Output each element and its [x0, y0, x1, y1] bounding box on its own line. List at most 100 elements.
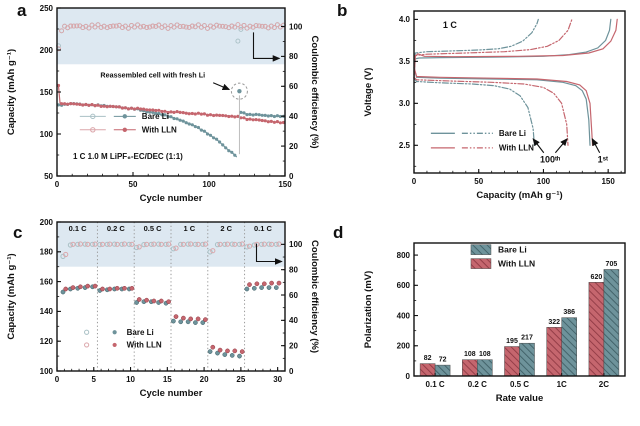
svg-text:20: 20 [289, 142, 298, 151]
svg-text:40: 40 [289, 316, 298, 325]
axes: 0 200 400 600 800 [397, 242, 626, 381]
svg-text:Polarization (mV): Polarization (mV) [363, 271, 374, 349]
svg-text:10: 10 [126, 375, 135, 384]
panel-a-chart: 0 50 100 15050100150200250020406080100Cycle… [6, 4, 320, 204]
svg-text:2.5: 2.5 [399, 141, 411, 150]
svg-text:25: 25 [236, 375, 245, 384]
legend: Bare Li With LLN [470, 244, 535, 269]
svg-text:100: 100 [289, 240, 303, 249]
svg-text:0.2 C: 0.2 C [107, 224, 126, 233]
svg-text:800: 800 [397, 251, 411, 260]
svg-text:3.0: 3.0 [399, 99, 411, 108]
svg-text:200: 200 [397, 342, 411, 351]
axes: 0 5 10 15 20 25 30 100 120 140 160 180 200 0 20 40 60 80 1… [40, 218, 303, 384]
series-with-lln-1st-charge [413, 18, 618, 79]
svg-text:195: 195 [506, 338, 518, 345]
svg-text:620: 620 [591, 274, 603, 281]
svg-text:0.5 C: 0.5 C [510, 380, 529, 389]
svg-text:Bare Li: Bare Li [127, 328, 154, 337]
svg-text:2 C: 2 C [220, 224, 232, 233]
svg-text:15: 15 [163, 375, 172, 384]
svg-text:217: 217 [521, 335, 533, 342]
series-bare-li-1st-discharge [413, 67, 591, 146]
svg-text:160: 160 [40, 277, 54, 286]
svg-text:150: 150 [40, 88, 54, 97]
svg-text:0: 0 [412, 177, 417, 186]
svg-text:1ˢᵗ: 1ˢᵗ [598, 154, 608, 164]
legend: Bare Li With LLN [430, 129, 534, 153]
svg-text:100: 100 [202, 180, 216, 189]
svg-text:50: 50 [44, 172, 53, 181]
svg-text:72: 72 [439, 357, 447, 364]
svg-text:2C: 2C [599, 380, 609, 389]
series-bare-li-100th-charge [413, 18, 539, 72]
svg-text:Capacity (mAh g⁻¹): Capacity (mAh g⁻¹) [6, 253, 17, 339]
svg-text:200: 200 [40, 46, 54, 55]
svg-text:150: 150 [278, 180, 292, 189]
panel-a-label: a [17, 1, 27, 20]
svg-text:Voltage (V): Voltage (V) [363, 68, 374, 117]
series-with-lln-100th-charge [413, 18, 573, 76]
svg-text:100: 100 [40, 367, 54, 376]
svg-text:250: 250 [40, 4, 54, 13]
svg-text:180: 180 [40, 248, 54, 257]
svg-text:60: 60 [289, 291, 298, 300]
svg-text:0.1 C: 0.1 C [426, 380, 445, 389]
svg-text:With LLN: With LLN [127, 341, 162, 350]
svg-text:1C: 1C [557, 380, 567, 389]
svg-text:140: 140 [40, 307, 54, 316]
svg-text:With LLN: With LLN [142, 126, 177, 135]
svg-text:With LLN: With LLN [498, 259, 535, 269]
svg-text:150: 150 [601, 177, 615, 186]
svg-text:Coulombic efficiency (%): Coulombic efficiency (%) [309, 240, 320, 353]
series-with-lln-1st-discharge [413, 66, 594, 146]
svg-text:20: 20 [200, 375, 209, 384]
svg-text:Coulombic efficiency (%): Coulombic efficiency (%) [309, 36, 320, 149]
series-with-lln-ce [56, 22, 286, 52]
svg-text:Capacity (mAh g⁻¹): Capacity (mAh g⁻¹) [476, 190, 562, 201]
series-with-lln [63, 280, 282, 354]
svg-text:Bare Li: Bare Li [499, 129, 526, 138]
svg-text:0.1 C: 0.1 C [69, 224, 88, 233]
svg-text:80: 80 [289, 265, 298, 274]
svg-text:200: 200 [40, 218, 54, 227]
svg-text:Reassembled cell with fresh Li: Reassembled cell with fresh Li [100, 71, 205, 80]
svg-text:20: 20 [289, 341, 298, 350]
svg-text:Rate value: Rate value [496, 393, 544, 404]
svg-text:0: 0 [289, 172, 294, 181]
svg-text:120: 120 [40, 337, 54, 346]
svg-text:705: 705 [606, 261, 618, 268]
panel-b-chart: 0 50 100 150 2.5 3.0 3.5 4.0 Capacity (mAh g⁻¹) V… [363, 10, 626, 201]
efficiency-band [57, 8, 285, 65]
series-with-lln-100th-discharge [413, 76, 569, 146]
svg-text:108: 108 [479, 351, 491, 358]
svg-text:82: 82 [424, 355, 432, 362]
series-bare-li-100th-discharge [413, 77, 535, 146]
svg-text:With LLN: With LLN [499, 144, 534, 153]
panel-c: c 0 5 10 15 20 25 30 100 120 140 160 180 200 0 20 40 60 8… [0, 213, 320, 426]
svg-text:100ᵗʰ: 100ᵗʰ [540, 154, 561, 164]
panel-d: d 82 72 0.1 C 108 108 0.2 C 195 217 0.5 C 322 386 1… [320, 213, 640, 426]
svg-text:0.2 C: 0.2 C [468, 380, 487, 389]
svg-text:5: 5 [92, 375, 97, 384]
svg-text:50: 50 [474, 177, 483, 186]
svg-text:3.5: 3.5 [399, 57, 411, 66]
svg-text:386: 386 [563, 309, 575, 316]
series-with-lln [56, 83, 286, 125]
svg-text:50: 50 [129, 180, 138, 189]
svg-text:400: 400 [397, 311, 411, 320]
svg-text:30: 30 [273, 375, 282, 384]
svg-text:0: 0 [55, 375, 60, 384]
legend: Bare Li With LLN [79, 112, 177, 135]
axes: 0 50 100 150 2.5 3.0 3.5 4.0 [399, 10, 626, 186]
series-with-lln-ce [63, 241, 282, 258]
svg-text:600: 600 [397, 281, 411, 290]
right-axis-pointer-arrow [255, 243, 283, 265]
svg-text:80: 80 [289, 52, 298, 61]
svg-text:100: 100 [40, 130, 54, 139]
series-bare-li [60, 284, 279, 359]
panel-c-label: c [13, 223, 23, 242]
svg-text:1 C: 1 C [443, 20, 458, 30]
series-bare-li-reassembled [237, 88, 242, 94]
